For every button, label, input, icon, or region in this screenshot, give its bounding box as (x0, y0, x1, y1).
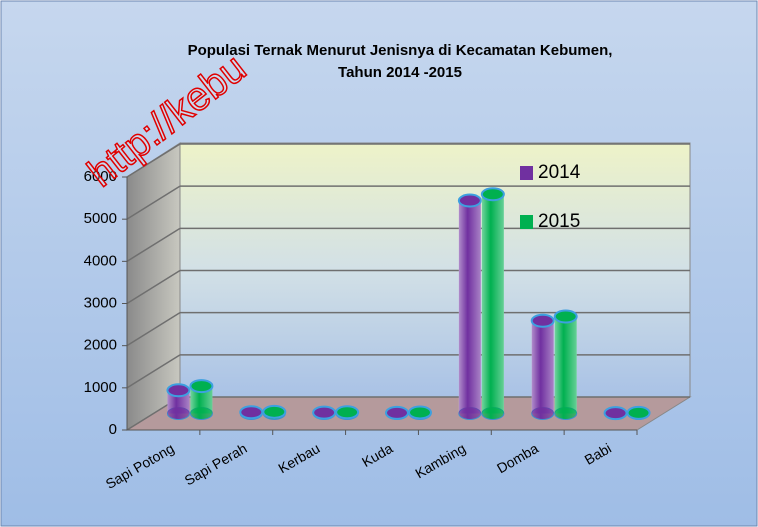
bar-top (385, 405, 409, 420)
bar (335, 405, 360, 420)
grid-line-side (126, 312, 181, 347)
bar-body (554, 316, 577, 414)
bar-top (553, 309, 578, 324)
y-tick-label: 4000 (84, 252, 117, 269)
bar-top (335, 405, 360, 420)
grid-line (126, 143, 690, 178)
grid-line-side (126, 143, 181, 178)
legend-swatch (520, 215, 533, 229)
bar-top (408, 405, 432, 420)
legend-label: 2015 (538, 211, 580, 232)
y-tick-label: 3000 (84, 294, 117, 311)
bar-body (481, 194, 504, 414)
bar-top (530, 313, 555, 328)
bar (385, 405, 409, 420)
bar (239, 405, 264, 420)
chart-title: Populasi Ternak Menurut Jenisnya di Keca… (188, 42, 613, 59)
grid-line (126, 185, 690, 220)
y-tick-label: 6000 (84, 168, 117, 185)
bar (262, 404, 287, 420)
bar-top (189, 379, 214, 394)
bar (312, 405, 337, 420)
grid-line-side (126, 227, 181, 262)
grid-line (126, 269, 690, 305)
y-tick-label: 0 (109, 421, 117, 438)
bar-top (603, 406, 628, 421)
y-tick-label: 5000 (84, 210, 117, 227)
bar (626, 405, 651, 420)
bar (166, 383, 191, 420)
chart-subtitle: Tahun 2014 -2015 (338, 64, 462, 81)
grid-line (126, 227, 690, 262)
bar-top (480, 187, 505, 202)
y-tick-label: 2000 (84, 337, 117, 354)
grid-line-side (126, 354, 181, 389)
bar-body (190, 386, 213, 414)
bar-top (457, 193, 482, 208)
bar (457, 193, 482, 420)
bar (553, 309, 578, 420)
grid-line (126, 311, 690, 347)
y-tick-label: 1000 (84, 379, 117, 396)
bar-top (262, 404, 287, 419)
legend-label: 2014 (538, 162, 581, 183)
bar (189, 379, 214, 420)
bar-top (166, 383, 191, 398)
bar (603, 406, 628, 421)
grid-line-side (126, 185, 181, 220)
grid-line (126, 354, 690, 389)
bar (408, 405, 432, 420)
bar-body (458, 200, 481, 414)
legend-swatch (520, 166, 533, 180)
bar-body (531, 320, 554, 414)
bar (480, 187, 505, 420)
grid-line-side (126, 269, 181, 305)
bar-top (626, 405, 651, 420)
bar-top (239, 405, 264, 420)
bar (530, 313, 555, 420)
bar-top (312, 405, 337, 420)
